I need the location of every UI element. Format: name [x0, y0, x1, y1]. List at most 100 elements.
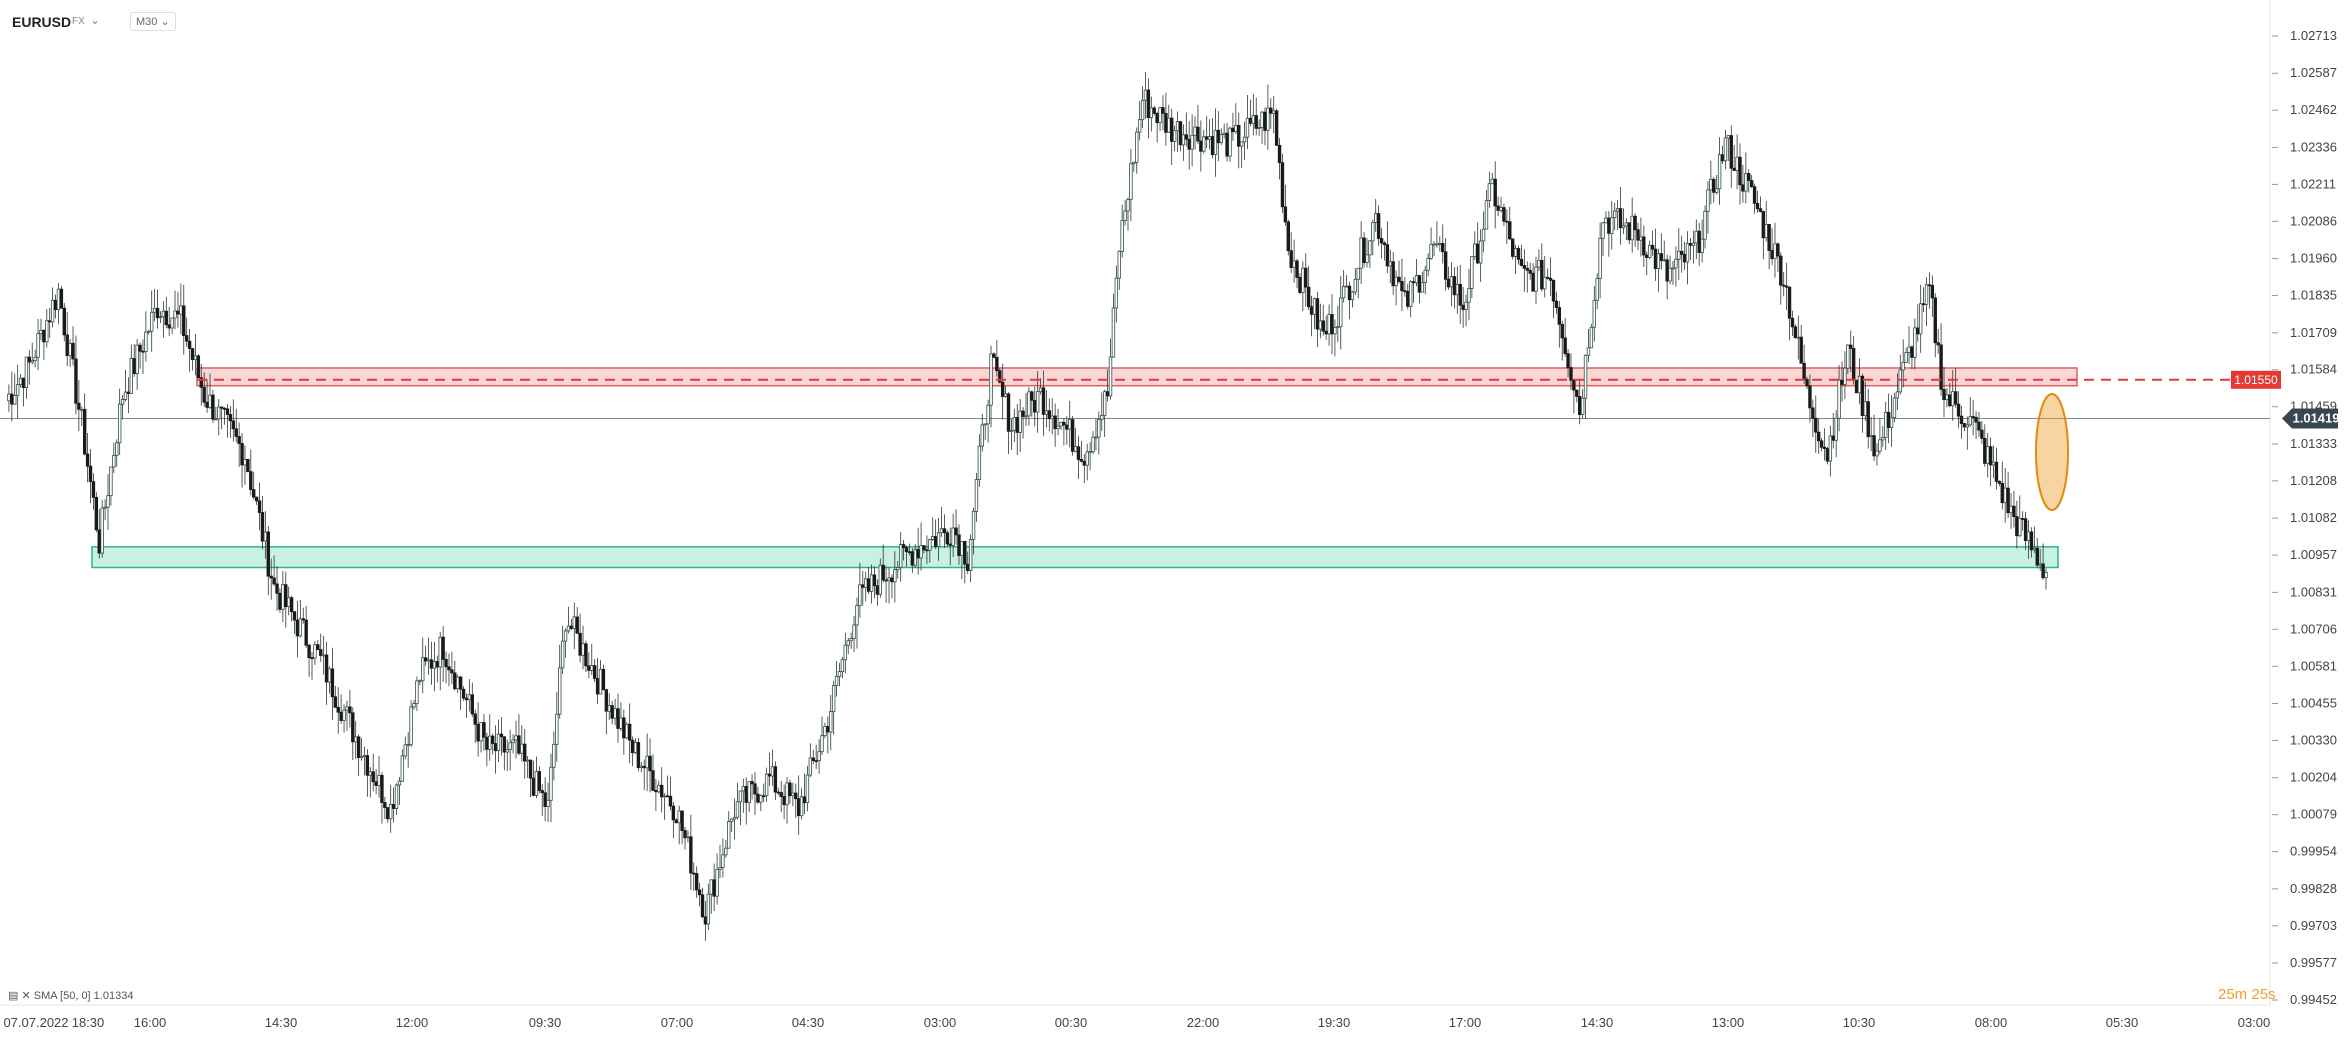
candle-down	[1263, 111, 1267, 131]
candle-up	[1869, 435, 1873, 438]
candle-down	[1779, 255, 1783, 286]
candle-down	[627, 723, 632, 741]
candle-up	[986, 404, 990, 425]
symbol-label[interactable]: EURUSD	[12, 14, 72, 30]
candle-up	[1190, 134, 1194, 150]
candle-down	[383, 802, 387, 808]
candle-down	[461, 688, 466, 699]
candle-up	[791, 792, 795, 797]
candle-down	[1738, 156, 1742, 186]
candle-down	[1210, 136, 1215, 155]
y-tick-label: 1.02713	[2290, 28, 2337, 43]
candle-down	[966, 563, 970, 571]
candle-up	[721, 854, 725, 868]
candle-up	[834, 675, 839, 686]
timeframe-selector[interactable]: M30 ⌄	[130, 12, 176, 31]
y-tick-label: 1.02336	[2290, 139, 2337, 154]
candle-up	[511, 739, 515, 744]
current-price-badge	[2282, 408, 2338, 429]
candle-down	[1953, 391, 1958, 405]
resistance-zone[interactable]	[196, 367, 2078, 387]
candle-up	[1694, 230, 1698, 244]
candle-down	[1784, 285, 1789, 288]
candle-down	[1006, 393, 1011, 432]
candle-up	[729, 818, 734, 822]
candle-down	[1872, 435, 1876, 457]
candle-down	[444, 659, 448, 668]
candle-down	[1782, 284, 1786, 287]
candle-down	[1767, 224, 1771, 251]
candle-up	[1968, 416, 1972, 426]
candle-up	[1111, 307, 1116, 358]
candle-up	[1117, 251, 1121, 279]
candle-down	[665, 795, 670, 798]
candle-down	[1572, 379, 1576, 391]
candle-up	[2038, 563, 2042, 566]
candle-up	[39, 329, 43, 335]
candle-down	[1910, 346, 1914, 358]
x-tick-label: 03:00	[2238, 1015, 2271, 1030]
candle-down	[21, 377, 26, 388]
x-tick-label: 10:30	[1843, 1015, 1876, 1030]
candle-down	[219, 406, 224, 409]
candle-down	[945, 532, 950, 545]
candle-up	[805, 774, 810, 804]
candle-up	[2026, 531, 2031, 541]
candle-down	[881, 564, 885, 581]
candle-down	[1971, 416, 1975, 418]
candle-down	[1776, 243, 1780, 257]
time-axis[interactable]: 07.07.2022 18:30 16:00 14:30 12:00 09:30 07:00…	[3, 1015, 2270, 1030]
candle-up	[1365, 254, 1369, 263]
candle-up	[1703, 210, 1707, 240]
close-icon[interactable]: ✕	[21, 990, 31, 1002]
candle-down	[292, 611, 297, 621]
candle-down	[1729, 135, 1733, 169]
candle-down	[1554, 300, 1559, 308]
candle-up	[1583, 354, 1588, 399]
bar-chart-icon[interactable]: ▤	[8, 990, 19, 1002]
market-label[interactable]: FX	[72, 16, 85, 27]
candle-down	[933, 536, 938, 547]
candle-down	[289, 597, 294, 612]
candle-down	[578, 632, 582, 656]
candle-up	[1700, 238, 1704, 253]
sma-indicator-legend[interactable]: ▤ ✕ SMA [50, 0] 1.01334	[8, 989, 133, 1002]
candle-up	[1621, 225, 1626, 229]
candle-up	[718, 866, 722, 870]
chevron-down-icon[interactable]: ⌄	[90, 13, 101, 27]
candle-up	[1945, 394, 1949, 401]
candle-up	[558, 667, 562, 715]
candle-down	[336, 706, 340, 713]
candle-up	[1898, 369, 1902, 393]
candle-up	[823, 726, 827, 737]
candle-up	[409, 706, 413, 746]
candle-down	[333, 696, 338, 708]
candle-up	[432, 661, 437, 669]
x-tick-label: 00:30	[1055, 1015, 1088, 1030]
candle-up	[1038, 387, 1043, 393]
candle-down	[88, 465, 93, 483]
candle-up	[2003, 487, 2007, 504]
candle-up	[1388, 261, 1392, 267]
candle-down	[71, 342, 75, 360]
candle-down	[371, 771, 375, 783]
candle-up	[208, 394, 212, 408]
highlight-ellipse[interactable]	[2035, 393, 2069, 511]
candle-up	[1318, 320, 1323, 330]
candle-up	[1009, 429, 1014, 432]
y-tick-label: 1.01208	[2290, 473, 2337, 488]
candle-up	[345, 706, 349, 711]
candle-up	[1129, 163, 1133, 200]
candle-down	[1860, 375, 1865, 416]
candle-up	[1114, 277, 1119, 309]
candle-down	[680, 810, 684, 831]
candle-up	[1592, 299, 1596, 328]
candle-down	[712, 879, 716, 897]
candle-down	[995, 356, 999, 371]
support-zone[interactable]	[91, 546, 2059, 569]
price-axis[interactable]: 1.02713 1.02587 1.02462 1.02336 1.02211 1.020…	[2272, 28, 2337, 1007]
candle-down	[1041, 387, 1046, 415]
candle-up	[397, 780, 402, 786]
candle-up	[1449, 276, 1454, 288]
